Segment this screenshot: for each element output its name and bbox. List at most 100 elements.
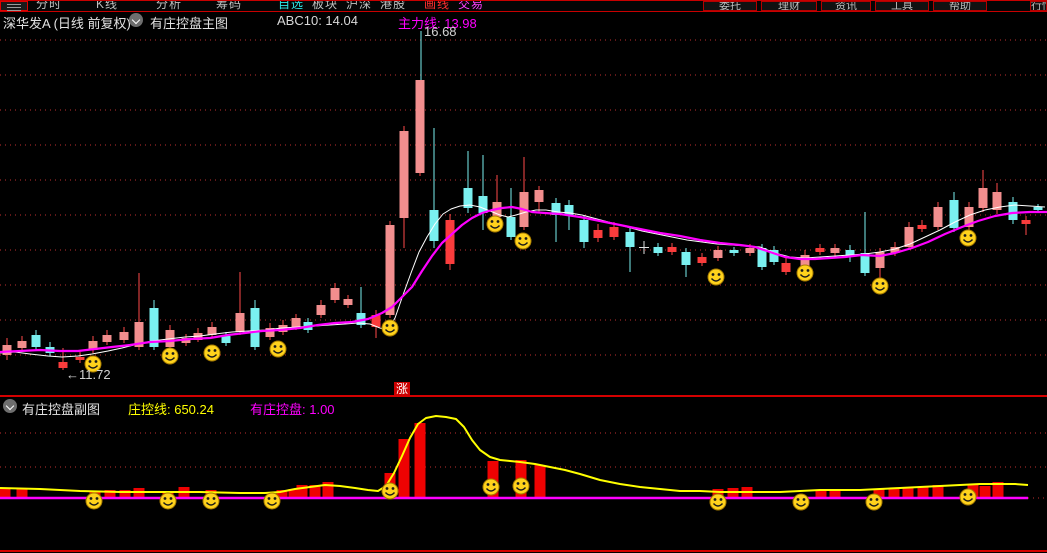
candle-body: [815, 248, 825, 252]
zhang-signal-badge: 涨: [394, 382, 410, 397]
smiley-signal-icon: [796, 264, 814, 282]
candle-body: [769, 250, 779, 262]
volume-bar: [992, 482, 1004, 498]
smiley-signal-icon: [709, 493, 727, 511]
menu-item[interactable]: 画线: [424, 0, 451, 11]
smiley-signal-icon: [482, 478, 500, 496]
zhuli-value: 主力线: 13.98: [398, 16, 477, 31]
toolbar-button[interactable]: 委托: [703, 1, 757, 11]
smiley-signal-icon: [865, 493, 883, 511]
candle-body: [1008, 202, 1018, 220]
smiley-signal-icon: [203, 344, 221, 362]
smiley-signal-icon: [202, 492, 220, 510]
menu-item[interactable]: K线: [96, 0, 119, 11]
chevron-down-icon[interactable]: [3, 399, 17, 413]
candle-body: [551, 203, 561, 215]
candle-body: [250, 308, 260, 347]
volume-bar: [16, 489, 28, 498]
chevron-down-icon[interactable]: [129, 13, 143, 27]
low-price-label: ←11.72: [66, 367, 111, 382]
volume-bar: [119, 490, 131, 498]
high-price-label: 16.68: [424, 24, 457, 39]
sub-indicator-title[interactable]: 有庄控盘副图: [22, 402, 101, 417]
hamburger-icon: [7, 7, 21, 8]
volume-bar: [322, 482, 334, 498]
toolbar-button[interactable]: 帮助: [933, 1, 987, 11]
menu-item[interactable]: 沪深: [346, 0, 373, 11]
volume-bar: [902, 488, 914, 498]
toolbar-button[interactable]: 理财: [761, 1, 817, 11]
volume-bar: [932, 485, 944, 498]
candle-body: [356, 313, 366, 325]
volume-bar: [979, 486, 991, 498]
candle-body: [964, 207, 974, 227]
menu-button[interactable]: [0, 1, 28, 11]
candle-body: [904, 227, 914, 247]
candle-body: [149, 308, 159, 347]
candle-body: [399, 131, 409, 218]
candle-body: [830, 248, 840, 253]
volume-bar: [534, 465, 546, 498]
candle-body: [88, 341, 98, 350]
smiley-signal-icon: [269, 340, 287, 358]
youzhuang-value: 有庄控盘: 1.00: [250, 402, 335, 417]
candle-body: [265, 328, 275, 337]
candle-body: [235, 313, 245, 332]
candle-body: [653, 247, 663, 253]
smiley-signal-icon: [792, 493, 810, 511]
bottom-border: [0, 550, 1047, 552]
candle-body: [978, 188, 988, 208]
candle-body: [917, 225, 927, 229]
candle-body: [478, 196, 488, 213]
smiley-signal-icon: [161, 347, 179, 365]
candle-body: [102, 335, 112, 342]
candle-body: [1033, 207, 1043, 210]
menu-item[interactable]: 分时: [36, 0, 63, 11]
volume-bar: [296, 485, 308, 498]
volume-bar: [104, 490, 116, 498]
candle-body: [278, 325, 288, 332]
candle-body: [506, 217, 516, 237]
smiley-signal-icon: [381, 319, 399, 337]
candle-body: [564, 205, 574, 215]
candle-body: [343, 299, 353, 305]
menu-item[interactable]: 分析: [156, 0, 183, 11]
volume-bar: [815, 490, 827, 498]
candle-body: [119, 332, 129, 340]
smiley-signal-icon: [159, 492, 177, 510]
candle-body: [609, 227, 619, 237]
candle-body: [949, 200, 959, 228]
toolbar-button[interactable]: 工具: [875, 1, 929, 11]
candle-body: [385, 225, 395, 315]
abc10-value: ABC10: 14.04: [277, 13, 358, 28]
candle-body: [713, 250, 723, 258]
main-indicator-title[interactable]: 有庄控盘主图: [150, 16, 229, 31]
candle-body: [890, 247, 900, 253]
smiley-signal-icon: [84, 355, 102, 373]
candle-body: [845, 250, 855, 257]
candle-body: [291, 318, 301, 327]
menu-item[interactable]: 板块: [312, 0, 339, 11]
volume-bar: [414, 423, 426, 498]
menu-item[interactable]: 交易: [458, 0, 485, 11]
menu-item[interactable]: 港股: [380, 0, 407, 11]
candle-body: [579, 220, 589, 242]
smiley-signal-icon: [486, 215, 504, 233]
candle-body: [207, 327, 217, 335]
candle-body: [697, 257, 707, 263]
menu-item[interactable]: 自选: [278, 0, 305, 11]
panel-separator: [0, 395, 1047, 397]
candle-body: [625, 232, 635, 247]
smiley-signal-icon: [707, 268, 725, 286]
menu-item[interactable]: 筹码: [216, 0, 243, 11]
ma-line-white: [0, 204, 1046, 358]
ma-line-magenta: [0, 205, 1047, 354]
toolbar-button[interactable]: 资讯: [821, 1, 871, 11]
volume-bar: [288, 489, 300, 498]
volume-bar: [309, 485, 321, 498]
candle-body: [933, 207, 943, 227]
smiley-signal-icon: [959, 488, 977, 506]
